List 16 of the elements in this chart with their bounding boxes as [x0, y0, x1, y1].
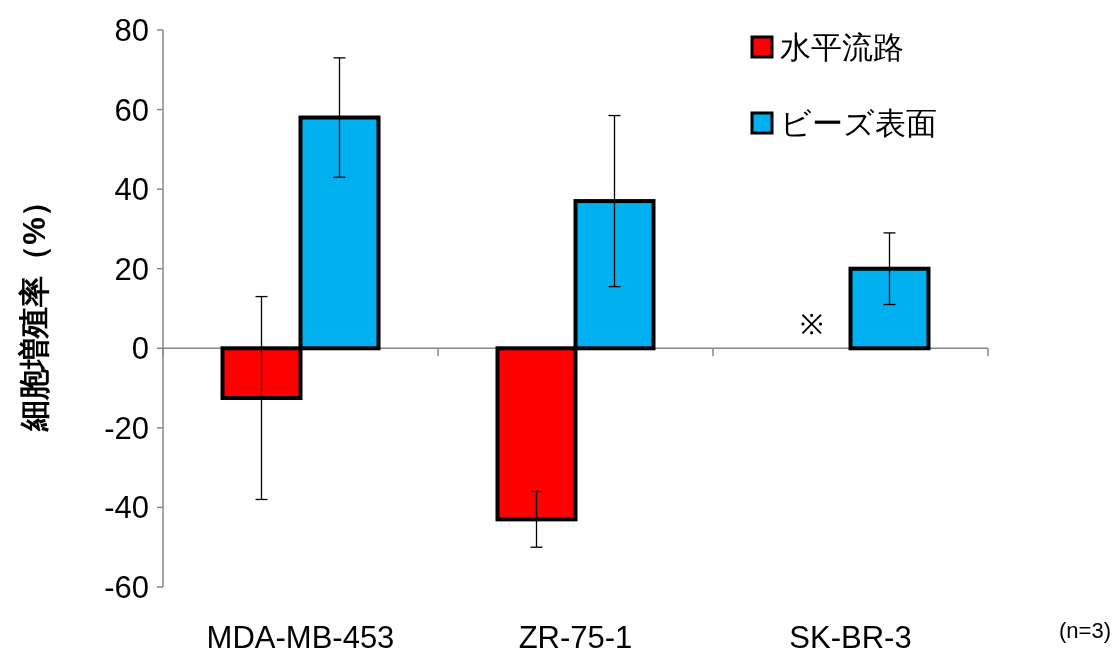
legend-label: ビーズ表面 [780, 106, 937, 141]
x-tick-label: ZR-75-1 [518, 620, 633, 655]
y-tick-label: 40 [114, 172, 149, 208]
y-tick-label: 0 [131, 331, 149, 367]
y-tick-label: -20 [104, 410, 149, 446]
y-axis-title: 細胞増殖率（%） [17, 186, 52, 432]
y-tick-label: -40 [104, 490, 149, 526]
y-tick-label: 80 [114, 13, 149, 48]
y-tick-label: -60 [104, 570, 149, 605]
y-tick-label: 60 [114, 92, 149, 128]
legend-label: 水平流路 [780, 30, 904, 65]
text: (n=3) [1059, 618, 1111, 643]
y-tick-label: 20 [114, 251, 149, 287]
annotation: ※ [800, 309, 823, 341]
x-tick-label: SK-BR-3 [789, 620, 912, 655]
x-tick-label: MDA-MB-453 [206, 620, 395, 655]
